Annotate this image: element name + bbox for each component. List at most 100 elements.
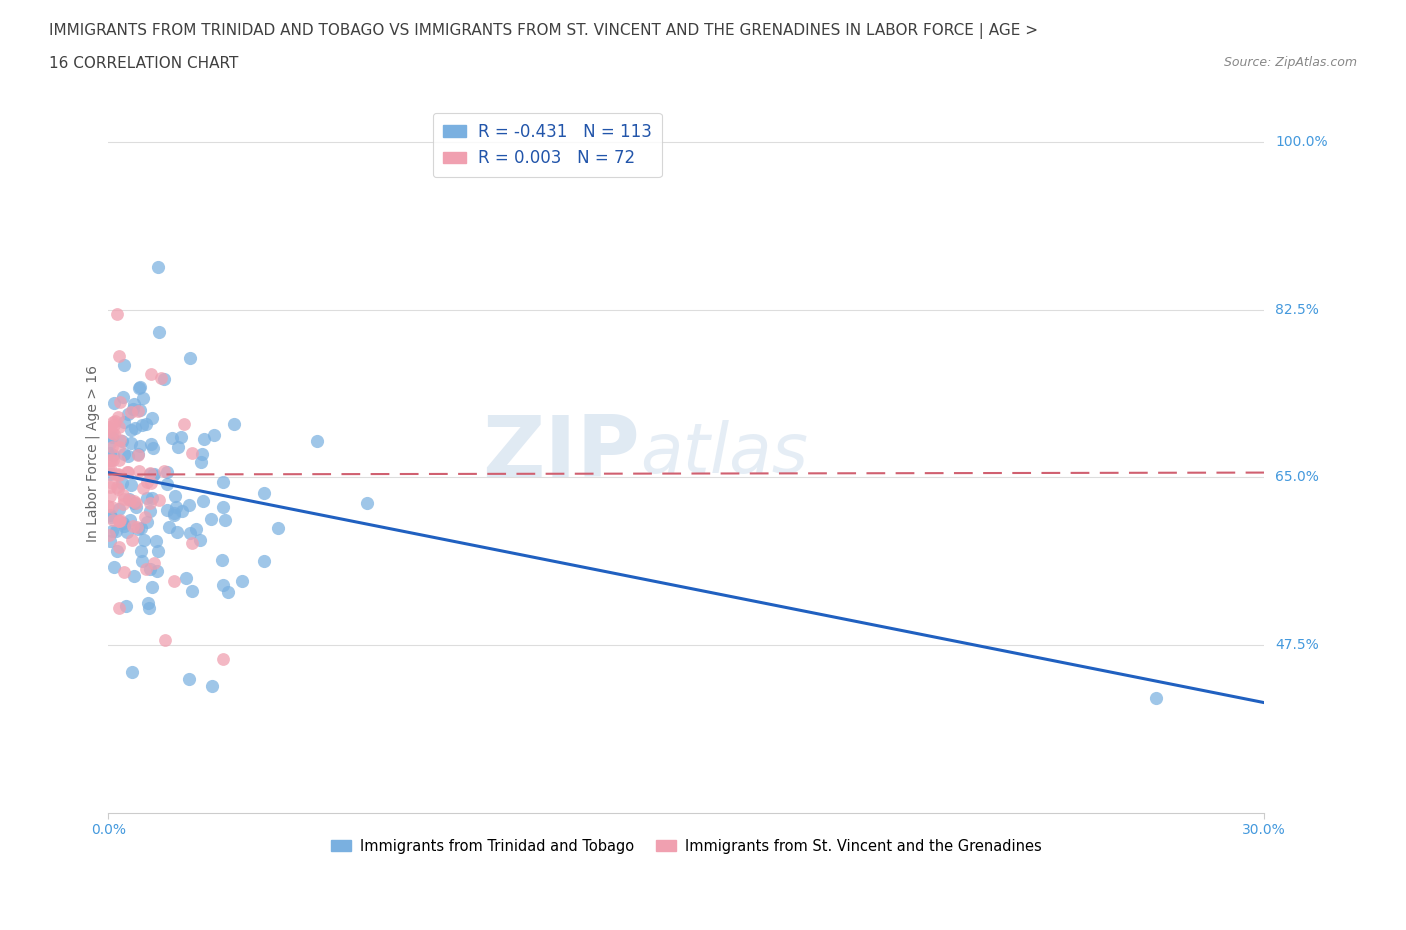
Point <box>150 370 173 385</box>
Point <box>121 532 143 547</box>
Point <box>100 510 122 525</box>
Point <box>139 496 162 511</box>
Point <box>98 445 121 460</box>
Point <box>145 534 167 549</box>
Point <box>111 433 134 448</box>
Point <box>98 534 121 549</box>
Point <box>132 391 155 405</box>
Point <box>211 553 233 568</box>
Point <box>120 405 142 419</box>
Text: Source: ZipAtlas.com: Source: ZipAtlas.com <box>1223 56 1357 69</box>
Point <box>146 543 169 558</box>
Point <box>108 453 131 468</box>
Point <box>188 533 211 548</box>
Point <box>165 500 187 515</box>
Point <box>193 432 215 446</box>
Point <box>112 390 135 405</box>
Point <box>105 524 128 538</box>
Point <box>142 466 165 481</box>
Point <box>98 435 121 450</box>
Point <box>101 512 124 527</box>
Text: 47.5%: 47.5% <box>1275 638 1319 652</box>
Point <box>136 514 159 529</box>
Point <box>174 570 197 585</box>
Point <box>98 423 121 438</box>
Point <box>98 479 121 494</box>
Point <box>217 584 239 599</box>
Point <box>107 481 129 496</box>
Point <box>142 468 165 483</box>
Point <box>156 476 179 491</box>
Point <box>127 448 149 463</box>
Text: atlas: atlas <box>640 420 808 487</box>
Point <box>97 460 120 475</box>
Point <box>128 403 150 418</box>
Point <box>101 499 124 514</box>
Point <box>139 467 162 482</box>
Point <box>129 520 152 535</box>
Point <box>122 402 145 417</box>
Point <box>136 475 159 490</box>
Point <box>201 679 224 694</box>
Point <box>107 479 129 494</box>
Point <box>129 438 152 453</box>
Point <box>190 455 212 470</box>
Point <box>107 514 129 529</box>
Text: ZIP: ZIP <box>482 412 640 495</box>
Point <box>111 515 134 530</box>
Point <box>135 561 157 576</box>
Point <box>181 445 204 460</box>
Point <box>139 562 162 577</box>
Point <box>193 493 215 508</box>
Point <box>112 446 135 461</box>
Point <box>118 512 141 527</box>
Point <box>253 554 276 569</box>
Point <box>112 491 135 506</box>
Point <box>129 544 152 559</box>
Point <box>112 519 135 534</box>
Point <box>157 520 180 535</box>
Point <box>136 490 159 505</box>
Point <box>148 325 170 339</box>
Point <box>1144 690 1167 705</box>
Point <box>117 448 139 463</box>
Point <box>98 527 121 542</box>
Point <box>101 453 124 468</box>
Point <box>124 396 146 411</box>
Point <box>134 510 156 525</box>
Point <box>110 475 132 490</box>
Point <box>153 371 176 386</box>
Point <box>146 564 169 578</box>
Point <box>112 565 135 579</box>
Point <box>190 447 212 462</box>
Point <box>186 522 208 537</box>
Point <box>143 556 166 571</box>
Point <box>129 379 152 394</box>
Point <box>112 497 135 512</box>
Point <box>100 430 122 445</box>
Point <box>124 569 146 584</box>
Legend: Immigrants from Trinidad and Tobago, Immigrants from St. Vincent and the Grenadi: Immigrants from Trinidad and Tobago, Imm… <box>325 832 1047 859</box>
Point <box>167 440 190 455</box>
Point <box>200 512 222 526</box>
Text: 100.0%: 100.0% <box>1275 135 1327 149</box>
Point <box>108 440 131 455</box>
Point <box>121 665 143 680</box>
Point <box>98 467 121 482</box>
Point <box>117 465 139 480</box>
Point <box>105 544 128 559</box>
Point <box>107 539 129 554</box>
Point <box>141 366 163 381</box>
Point <box>212 499 235 514</box>
Point <box>253 485 276 500</box>
Point <box>108 432 131 447</box>
Point <box>117 525 139 539</box>
Point <box>108 501 131 516</box>
Point <box>179 671 201 686</box>
Point <box>211 652 233 667</box>
Point <box>127 520 149 535</box>
Point <box>103 396 125 411</box>
Point <box>128 380 150 395</box>
Point <box>98 452 121 467</box>
Point <box>141 579 163 594</box>
